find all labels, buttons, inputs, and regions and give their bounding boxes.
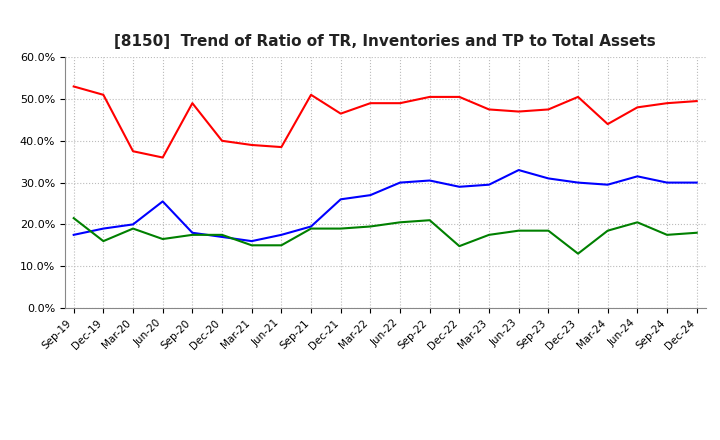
Trade Receivables (158, 155, 167, 160)
Trade Receivables (455, 94, 464, 99)
Trade Receivables (514, 109, 523, 114)
Inventories (426, 178, 434, 183)
Trade Payables (69, 216, 78, 221)
Trade Payables (455, 243, 464, 249)
Line: Trade Receivables: Trade Receivables (73, 86, 697, 158)
Inventories (485, 182, 493, 187)
Trade Receivables (277, 144, 286, 150)
Line: Inventories: Inventories (73, 170, 697, 241)
Trade Receivables (426, 94, 434, 99)
Trade Payables (426, 217, 434, 223)
Trade Receivables (603, 121, 612, 127)
Inventories (307, 224, 315, 229)
Inventories (662, 180, 671, 185)
Trade Payables (662, 232, 671, 238)
Inventories (574, 180, 582, 185)
Trade Receivables (336, 111, 345, 116)
Trade Payables (336, 226, 345, 231)
Trade Payables (603, 228, 612, 233)
Trade Payables (217, 232, 226, 238)
Trade Receivables (99, 92, 108, 97)
Trade Payables (248, 243, 256, 248)
Trade Payables (485, 232, 493, 238)
Trade Payables (307, 226, 315, 231)
Inventories (603, 182, 612, 187)
Trade Receivables (544, 107, 553, 112)
Line: Trade Payables: Trade Payables (73, 218, 697, 253)
Inventories (99, 226, 108, 231)
Inventories (217, 234, 226, 239)
Inventories (69, 232, 78, 238)
Inventories (366, 192, 374, 198)
Trade Payables (99, 238, 108, 244)
Trade Receivables (366, 100, 374, 106)
Trade Receivables (129, 149, 138, 154)
Inventories (633, 174, 642, 179)
Trade Payables (633, 220, 642, 225)
Title: [8150]  Trend of Ratio of TR, Inventories and TP to Total Assets: [8150] Trend of Ratio of TR, Inventories… (114, 34, 656, 49)
Trade Payables (574, 251, 582, 256)
Inventories (158, 199, 167, 204)
Inventories (277, 232, 286, 238)
Trade Receivables (633, 105, 642, 110)
Inventories (455, 184, 464, 189)
Trade Receivables (217, 138, 226, 143)
Trade Receivables (662, 100, 671, 106)
Trade Receivables (574, 94, 582, 99)
Trade Payables (277, 243, 286, 248)
Trade Receivables (248, 142, 256, 147)
Inventories (336, 197, 345, 202)
Inventories (396, 180, 405, 185)
Inventories (544, 176, 553, 181)
Trade Payables (396, 220, 405, 225)
Inventories (129, 222, 138, 227)
Trade Receivables (396, 100, 405, 106)
Trade Payables (158, 236, 167, 242)
Trade Receivables (69, 84, 78, 89)
Inventories (188, 230, 197, 235)
Trade Payables (514, 228, 523, 233)
Trade Receivables (693, 99, 701, 104)
Trade Payables (188, 232, 197, 238)
Trade Receivables (188, 100, 197, 106)
Trade Receivables (307, 92, 315, 97)
Trade Payables (366, 224, 374, 229)
Inventories (693, 180, 701, 185)
Trade Payables (693, 230, 701, 235)
Inventories (514, 167, 523, 172)
Trade Payables (544, 228, 553, 233)
Inventories (248, 238, 256, 244)
Trade Receivables (485, 107, 493, 112)
Trade Payables (129, 226, 138, 231)
